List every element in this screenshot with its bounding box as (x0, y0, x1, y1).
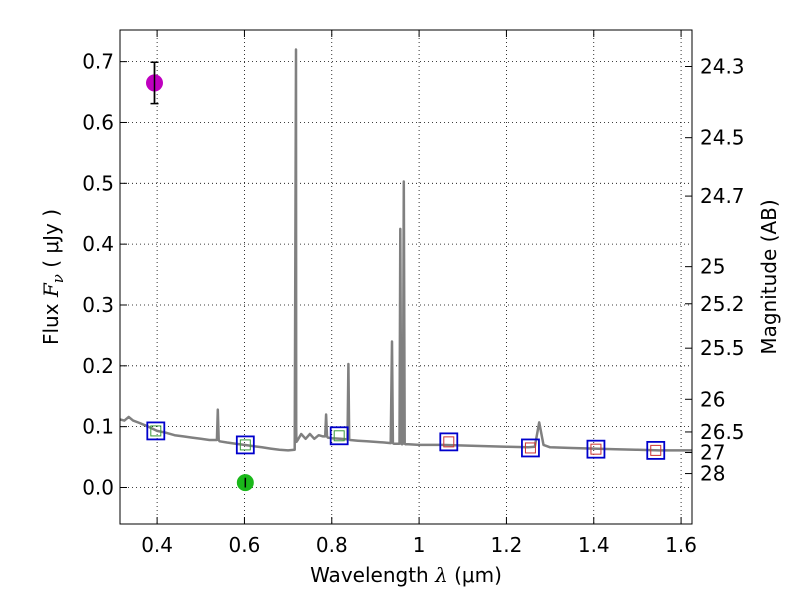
y-tick-label: 0.5 (82, 171, 114, 195)
y-tick-label: 0.4 (82, 232, 114, 256)
plot-area (120, 48, 692, 492)
y-tick-label: 0.2 (82, 354, 114, 378)
x-tick-label: 1.2 (491, 533, 523, 557)
axis-ticks: 0.4 0.6 0.8 1 1.2 1.4 1.6 0.0 0.1 0.2 0.3 0.4 0.5 0.6… (82, 30, 745, 557)
magnitude-tick-label: 24.3 (700, 55, 745, 79)
x-tick-label: 0.4 (141, 533, 173, 557)
magnitude-tick-label: 26 (700, 387, 725, 411)
model-photometry-square (235, 435, 255, 455)
x-axis-label: Wavelength λ (μm) (310, 563, 502, 587)
inner-marker-square (590, 443, 602, 455)
series-group (120, 48, 692, 492)
y-tick-label: 0.7 (82, 50, 114, 74)
y-tick-label: 0.3 (82, 293, 114, 317)
x-tick-label: 1.4 (578, 533, 610, 557)
magnitude-tick-label: 28 (700, 462, 725, 486)
magnitude-tick-label: 25 (700, 255, 725, 279)
axes-frame (119, 29, 693, 525)
grid-lines (120, 30, 692, 524)
inner-marker-square (333, 430, 345, 442)
model-photometry-square (146, 421, 166, 441)
x-tick-label: 1 (413, 533, 426, 557)
magnitude-tick-label: 26.5 (700, 420, 745, 444)
inner-marker-square (650, 444, 662, 456)
x-tick-label: 0.8 (316, 533, 348, 557)
y-tick-label: 0.0 (82, 475, 114, 499)
inner-marker-square (239, 439, 251, 451)
inner-marker-square (524, 442, 536, 454)
magnitude-tick-label: 25.2 (700, 292, 745, 316)
magnitude-tick-label: 24.5 (700, 126, 745, 150)
model-photometry-square (521, 438, 540, 458)
model-photometry-square (646, 440, 666, 460)
magnitude-axis-label: Magnitude (AB) (757, 199, 781, 354)
y-tick-label: 0.1 (82, 415, 114, 439)
inner-marker-square (150, 425, 162, 437)
magnitude-tick-label: 25.5 (700, 336, 745, 360)
model-photometry-square (439, 432, 459, 452)
model-photometry-square (586, 439, 606, 459)
y-axis-label: Flux Fν ( μJy ) (39, 209, 67, 345)
spectrum-line (120, 48, 692, 452)
inner-marker-square (443, 436, 455, 448)
x-tick-label: 0.6 (229, 533, 261, 557)
model-photometry-square (329, 426, 349, 446)
magnitude-tick-label: 24.7 (700, 184, 745, 208)
magnitude-tick-label: 27 (700, 441, 725, 465)
y-tick-label: 0.6 (82, 110, 114, 134)
x-tick-label: 1.6 (665, 533, 697, 557)
